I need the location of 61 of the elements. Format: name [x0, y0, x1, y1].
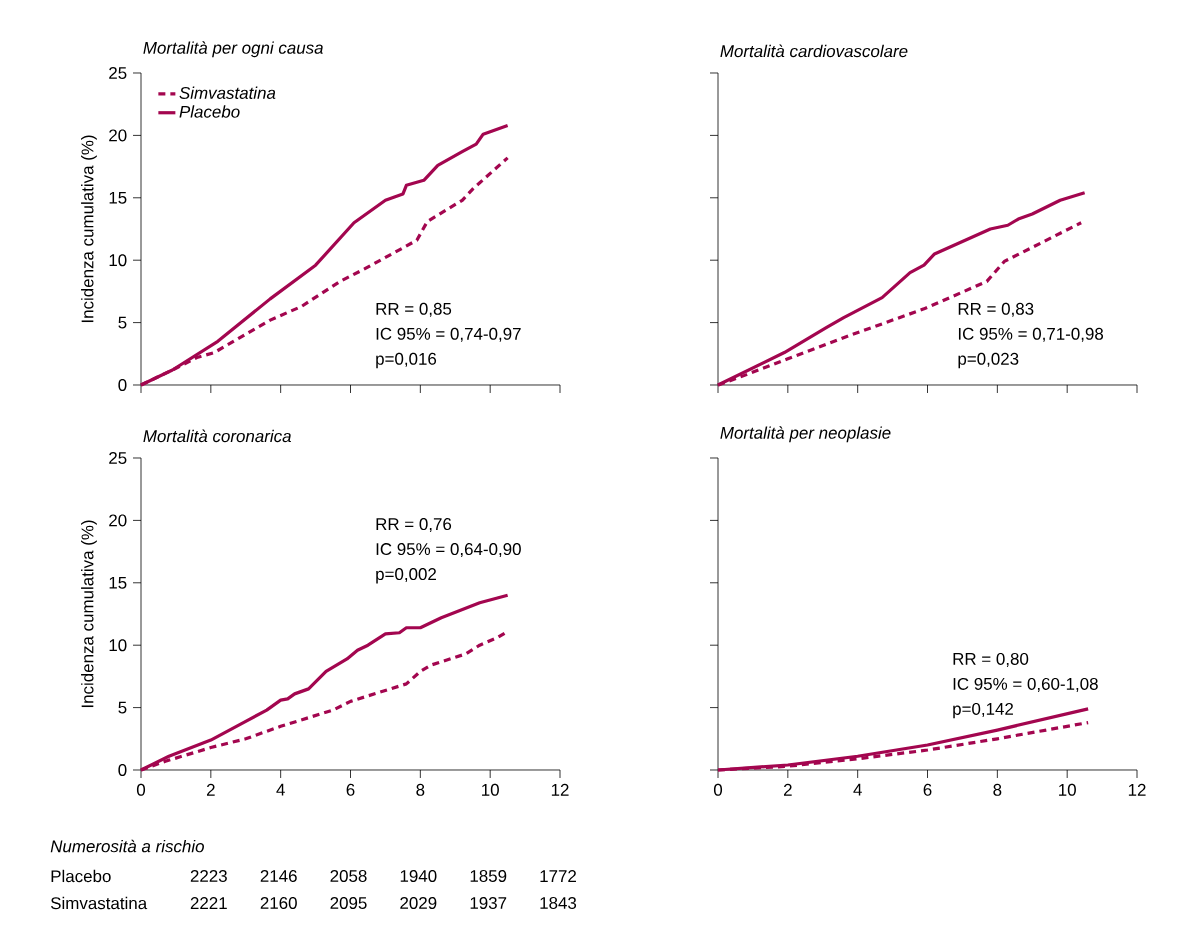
text: 2160 [260, 897, 297, 909]
x-tick-label: 4 [276, 783, 285, 796]
text: 1859 [470, 870, 507, 882]
x-tick-label: 0 [136, 783, 146, 796]
text: 2146 [260, 870, 297, 882]
y-tick-label: 20 [109, 514, 127, 527]
legend-label: Simvastatina [179, 86, 276, 99]
annotation: RR = 0,76 [376, 518, 452, 533]
y-axis-title: Incidenza cumulativa (%) [81, 135, 97, 323]
chart-title: Mortalità per neoplasie [720, 426, 891, 443]
y-tick-label: 25 [109, 66, 127, 79]
text: 2058 [330, 870, 367, 882]
annotation: p=0,142 [953, 702, 1013, 719]
chart-title: Mortalità coronarica [143, 429, 291, 443]
annotation: p=0,023 [958, 352, 1019, 369]
y-tick-label: 25 [109, 452, 127, 464]
annotation: IC 95% = 0,74-0,97 [376, 327, 521, 342]
y-axis-title: Incidenza cumulativa (%) [81, 520, 97, 708]
y-tick-label: 15 [109, 576, 127, 589]
annotation: p=0,002 [376, 568, 436, 584]
y-tick-label: 5 [118, 316, 127, 329]
legend-label: Placebo [179, 105, 240, 118]
x-tick-label: 4 [853, 783, 862, 796]
x-tick-label: 0 [713, 783, 723, 796]
y-tick-label: 10 [109, 254, 127, 267]
y-tick-label: 15 [109, 191, 127, 204]
annotation: IC 95% = 0,64-0,90 [376, 543, 521, 558]
y-tick-label: 0 [118, 378, 127, 391]
annotation: RR = 0,83 [958, 302, 1034, 317]
y-tick-label: 10 [109, 639, 127, 652]
text: Placebo [51, 869, 111, 883]
text: 2095 [330, 897, 367, 909]
x-tick-label: 8 [416, 783, 425, 796]
x-tick-label: 10 [1059, 783, 1076, 796]
text: 1843 [540, 897, 577, 909]
annotation: IC 95% = 0,60-1,08 [953, 677, 1098, 692]
chart-title: Mortalità per ogni causa [143, 41, 323, 58]
text: 2221 [190, 897, 227, 909]
text: 1937 [470, 897, 507, 909]
x-tick-label: 12 [1128, 783, 1146, 796]
x-tick-label: 12 [551, 783, 569, 796]
y-tick-label: 5 [118, 701, 127, 714]
text: 1940 [400, 870, 437, 882]
annotation: IC 95% = 0,71-0,98 [958, 327, 1104, 342]
annotation: RR = 0,80 [953, 652, 1029, 667]
text: Simvastatina [50, 896, 148, 910]
chart-title: Mortalità cardiovascolare [720, 44, 908, 58]
y-tick-label: 0 [118, 764, 127, 776]
x-tick-label: 6 [923, 783, 932, 796]
y-tick-label: 20 [109, 129, 127, 142]
text: Numerosità a rischio [50, 839, 204, 853]
x-tick-label: 8 [993, 783, 1002, 796]
annotation: RR = 0,85 [376, 302, 452, 317]
x-tick-label: 2 [206, 783, 215, 796]
annotation: p=0,016 [376, 352, 437, 369]
x-tick-label: 10 [482, 783, 499, 796]
text: 1772 [540, 870, 576, 882]
x-tick-label: 2 [783, 783, 792, 796]
x-tick-label: 6 [346, 783, 355, 796]
text: 2223 [190, 870, 227, 882]
text: 2029 [400, 897, 437, 909]
